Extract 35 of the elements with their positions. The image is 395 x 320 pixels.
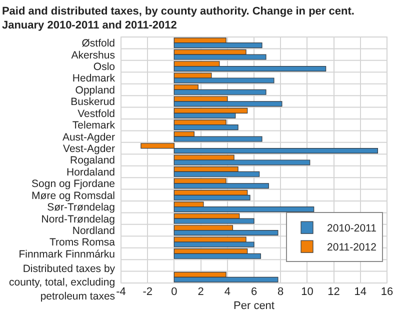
y-tick-label: Nord-Trøndelag	[41, 213, 116, 226]
x-tick-label: 8	[278, 286, 284, 298]
x-tick-label: 2	[198, 286, 204, 298]
x-tick-label: 0	[171, 286, 178, 298]
y-tick-label: Østfold	[82, 38, 116, 50]
x-tick-label: 14	[354, 286, 367, 298]
chart-title: Paid and distributed taxes, by county authority. Change in per cent. January 2010-2011 and 2011-2012	[2, 5, 354, 32]
y-tick-label: Buskerud	[70, 96, 116, 108]
x-tick-label: 4	[224, 286, 230, 298]
legend-label: 2010-2011	[327, 222, 377, 235]
y-tick-label: Nordland	[72, 224, 116, 237]
y-tick-label: Telemark	[72, 120, 116, 132]
x-tick-label: 12	[328, 286, 340, 298]
y-tick-label: Møre og Romsdal	[32, 190, 115, 202]
x-tick-label: 10	[301, 286, 314, 298]
y-tick-label: Sogn og Fjordane	[32, 178, 116, 190]
y-tick-label: Distributed taxes by county, total, excluding petroleum taxes	[9, 263, 116, 302]
legend-label: 2011-2012	[327, 242, 377, 254]
x-tick-label: 6	[250, 286, 258, 298]
y-tick-label: Oppland	[75, 84, 116, 96]
y-tick-label: Finnmark Finnmárku	[18, 248, 116, 260]
y-tick-label: Hedmark	[72, 72, 116, 85]
y-tick-label: Akershus	[71, 49, 115, 62]
y-tick-label: Vest-Agder	[63, 142, 116, 155]
y-tick-label: Aust-Agder	[62, 131, 116, 144]
y-tick-label: Hordaland	[66, 166, 116, 178]
y-tick-label: Sør-Trøndelag	[47, 202, 116, 214]
y-tick-label: Troms Romsa	[49, 236, 116, 249]
y-tick-label: Rogaland	[70, 154, 116, 167]
y-tick-label: Vestfold	[78, 108, 116, 120]
x-tick-label: -4	[116, 286, 126, 298]
y-tick-label: Oslo	[93, 60, 116, 73]
x-tick-label: 16	[380, 286, 394, 298]
x-tick-label: -2	[142, 286, 152, 298]
x-axis-title: Per cent	[234, 300, 274, 312]
